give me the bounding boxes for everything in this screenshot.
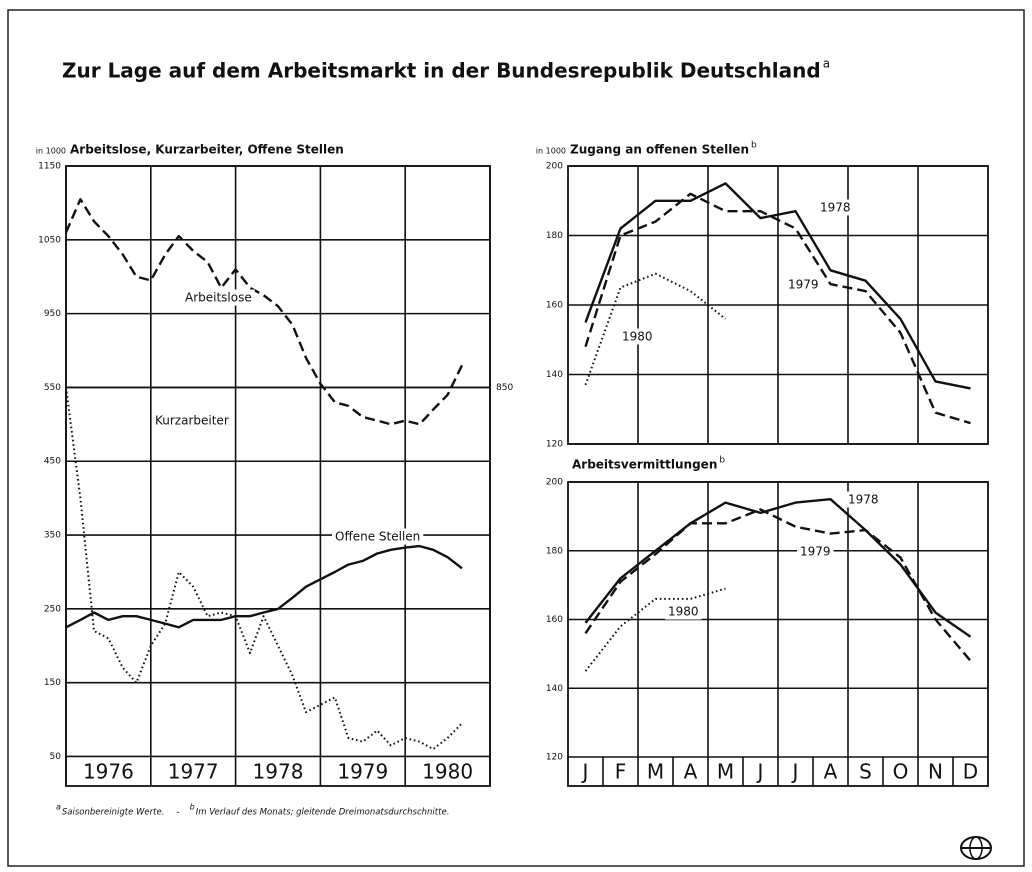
title-note: a	[823, 57, 830, 71]
series-label: 1980	[622, 330, 653, 344]
x-category-label: J	[756, 760, 764, 784]
y-tick-label: 150	[44, 678, 61, 688]
page-title: Zur Lage auf dem Arbeitsmarkt in der Bun…	[62, 59, 821, 83]
y2-tick-label: 1150	[38, 162, 61, 172]
y-tick-label: 200	[546, 162, 563, 172]
y-tick-label: 200	[546, 478, 563, 488]
y-tick-label: 120	[546, 753, 563, 763]
series-label: 1980	[668, 605, 699, 619]
footnote-text: Im Verlauf des Monats; gleitende Dreimon…	[196, 808, 450, 818]
series-line	[65, 387, 463, 751]
unit-label: in 1000	[36, 147, 66, 156]
series-line	[65, 544, 463, 629]
label-background	[785, 276, 822, 293]
y-tick-label: 250	[44, 604, 61, 614]
x-category-label: 1980	[422, 760, 473, 784]
x-category-label: J	[581, 760, 589, 784]
x-category-label: 1978	[253, 760, 304, 784]
series-label: Kurzarbeiter	[155, 414, 229, 428]
x-category-label: 1976	[83, 760, 134, 784]
x-category-label: D	[963, 760, 978, 784]
y-tick-label: 140	[546, 684, 563, 694]
y-tick-label: 160	[546, 301, 563, 311]
series-label: 1978	[848, 493, 879, 507]
y2-tick-label: 1050	[38, 235, 61, 245]
label-background	[797, 543, 834, 560]
footnote-text: Saisonbereinigte Werte.	[62, 808, 165, 818]
unit-label: in 1000	[536, 147, 566, 156]
y-tick-label: 160	[546, 615, 563, 625]
y2-tick-label: 950	[44, 309, 61, 319]
x-category-label: J	[791, 760, 799, 784]
footnote-mark: b	[190, 803, 195, 812]
label-background	[332, 528, 424, 545]
y-tick-label: 140	[546, 370, 563, 380]
chart-title: Arbeitsvermittlungen	[572, 458, 717, 472]
chart-title: Arbeitslose, Kurzarbeiter, Offene Stelle…	[70, 143, 344, 157]
series-label: Offene Stellen	[335, 530, 420, 544]
title-note: b	[719, 456, 725, 466]
y-tick-label: 120	[546, 440, 563, 450]
series-label: 1979	[800, 545, 831, 559]
label-background	[182, 289, 255, 306]
series-line	[584, 587, 726, 672]
y-tick-label: 450	[44, 457, 61, 467]
y-tick-label: 180	[546, 546, 563, 556]
series-label: 1979	[788, 278, 819, 292]
y-tick-label: 180	[546, 231, 563, 241]
x-category-label: 1979	[337, 760, 388, 784]
y-tick-label: 50	[50, 752, 62, 762]
logo	[960, 836, 992, 860]
y2-tick-label: 850	[496, 383, 513, 393]
series-line	[584, 508, 972, 662]
series-line	[64, 198, 464, 426]
label-background	[845, 491, 882, 508]
series-label: 1978	[820, 201, 851, 215]
series-line	[584, 192, 971, 425]
series-line	[584, 182, 971, 390]
footnote-mark: a	[56, 803, 61, 812]
label-background	[152, 412, 232, 429]
x-category-label: M	[647, 760, 664, 784]
series-line	[584, 498, 972, 638]
plot-frame	[65, 165, 491, 787]
y-tick-label: 550	[44, 383, 61, 393]
x-category-label: M	[717, 760, 734, 784]
x-category-label: A	[684, 760, 698, 784]
x-category-label: S	[859, 760, 872, 784]
label-background	[619, 328, 656, 345]
series-label: Arbeitslose	[185, 291, 252, 305]
x-category-label: N	[928, 760, 943, 784]
label-background	[817, 199, 854, 216]
label-background	[665, 603, 702, 620]
x-category-label: 1977	[168, 760, 219, 784]
x-category-label: F	[615, 760, 627, 784]
x-category-label: A	[824, 760, 838, 784]
y-tick-label: 350	[44, 531, 61, 541]
chart-title: Zugang an offenen Stellen	[570, 143, 749, 157]
x-category-label: O	[893, 760, 909, 784]
footnote-separator: -	[176, 808, 179, 818]
title-note: b	[751, 141, 757, 151]
series-line	[584, 272, 727, 386]
